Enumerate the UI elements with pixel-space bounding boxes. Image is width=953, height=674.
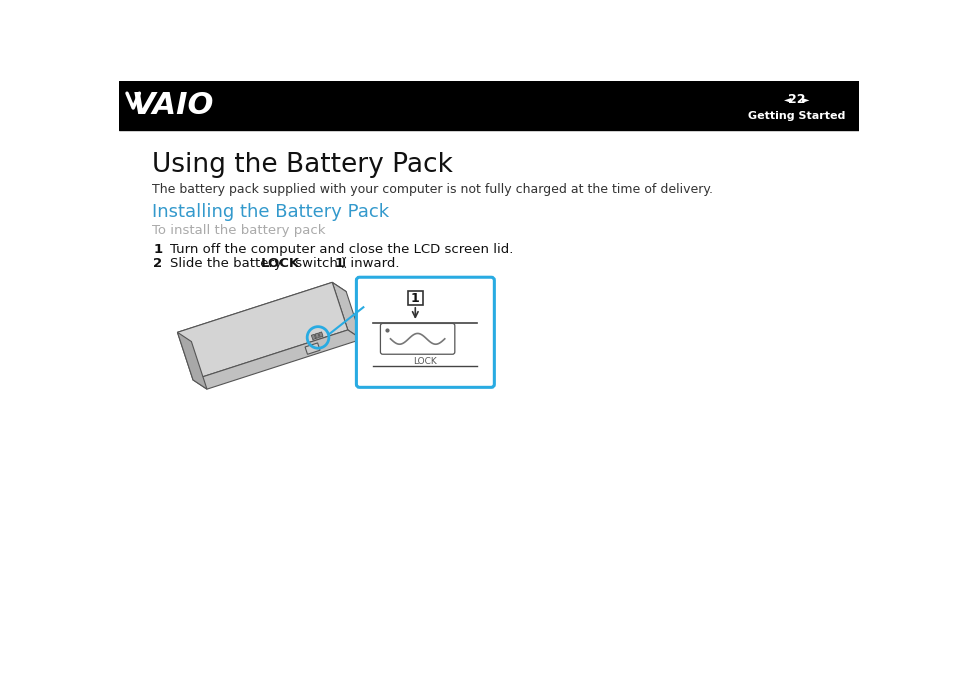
- Text: Getting Started: Getting Started: [747, 111, 844, 121]
- Text: To install the battery pack: To install the battery pack: [152, 224, 325, 237]
- Polygon shape: [332, 282, 361, 339]
- Text: 1: 1: [153, 243, 162, 255]
- Bar: [119, 81, 858, 130]
- Text: 1: 1: [411, 292, 419, 305]
- Polygon shape: [318, 332, 323, 337]
- Text: ◄: ◄: [782, 94, 790, 104]
- Text: VAIO: VAIO: [132, 91, 213, 120]
- FancyArrowPatch shape: [412, 308, 417, 317]
- Bar: [407, 291, 422, 305]
- Text: 1: 1: [334, 257, 343, 270]
- Text: ►: ►: [801, 94, 809, 104]
- FancyBboxPatch shape: [356, 277, 494, 388]
- Text: LOCK: LOCK: [260, 257, 299, 270]
- Text: 2: 2: [153, 257, 162, 270]
- Polygon shape: [311, 334, 315, 340]
- Polygon shape: [314, 333, 319, 338]
- Text: Slide the battery: Slide the battery: [171, 257, 286, 270]
- Text: switch (: switch (: [291, 257, 347, 270]
- Polygon shape: [177, 332, 207, 389]
- Text: The battery pack supplied with your computer is not fully charged at the time of: The battery pack supplied with your comp…: [152, 183, 712, 195]
- Text: Using the Battery Pack: Using the Battery Pack: [152, 152, 453, 178]
- Text: Installing the Battery Pack: Installing the Battery Pack: [152, 203, 389, 220]
- Text: ) inward.: ) inward.: [341, 257, 399, 270]
- Polygon shape: [177, 282, 348, 380]
- Text: Turn off the computer and close the LCD screen lid.: Turn off the computer and close the LCD …: [171, 243, 514, 255]
- FancyBboxPatch shape: [380, 324, 455, 355]
- Polygon shape: [193, 330, 361, 389]
- Polygon shape: [177, 282, 346, 342]
- Polygon shape: [305, 343, 319, 355]
- Text: 22: 22: [787, 93, 804, 106]
- Text: LOCK: LOCK: [413, 357, 436, 365]
